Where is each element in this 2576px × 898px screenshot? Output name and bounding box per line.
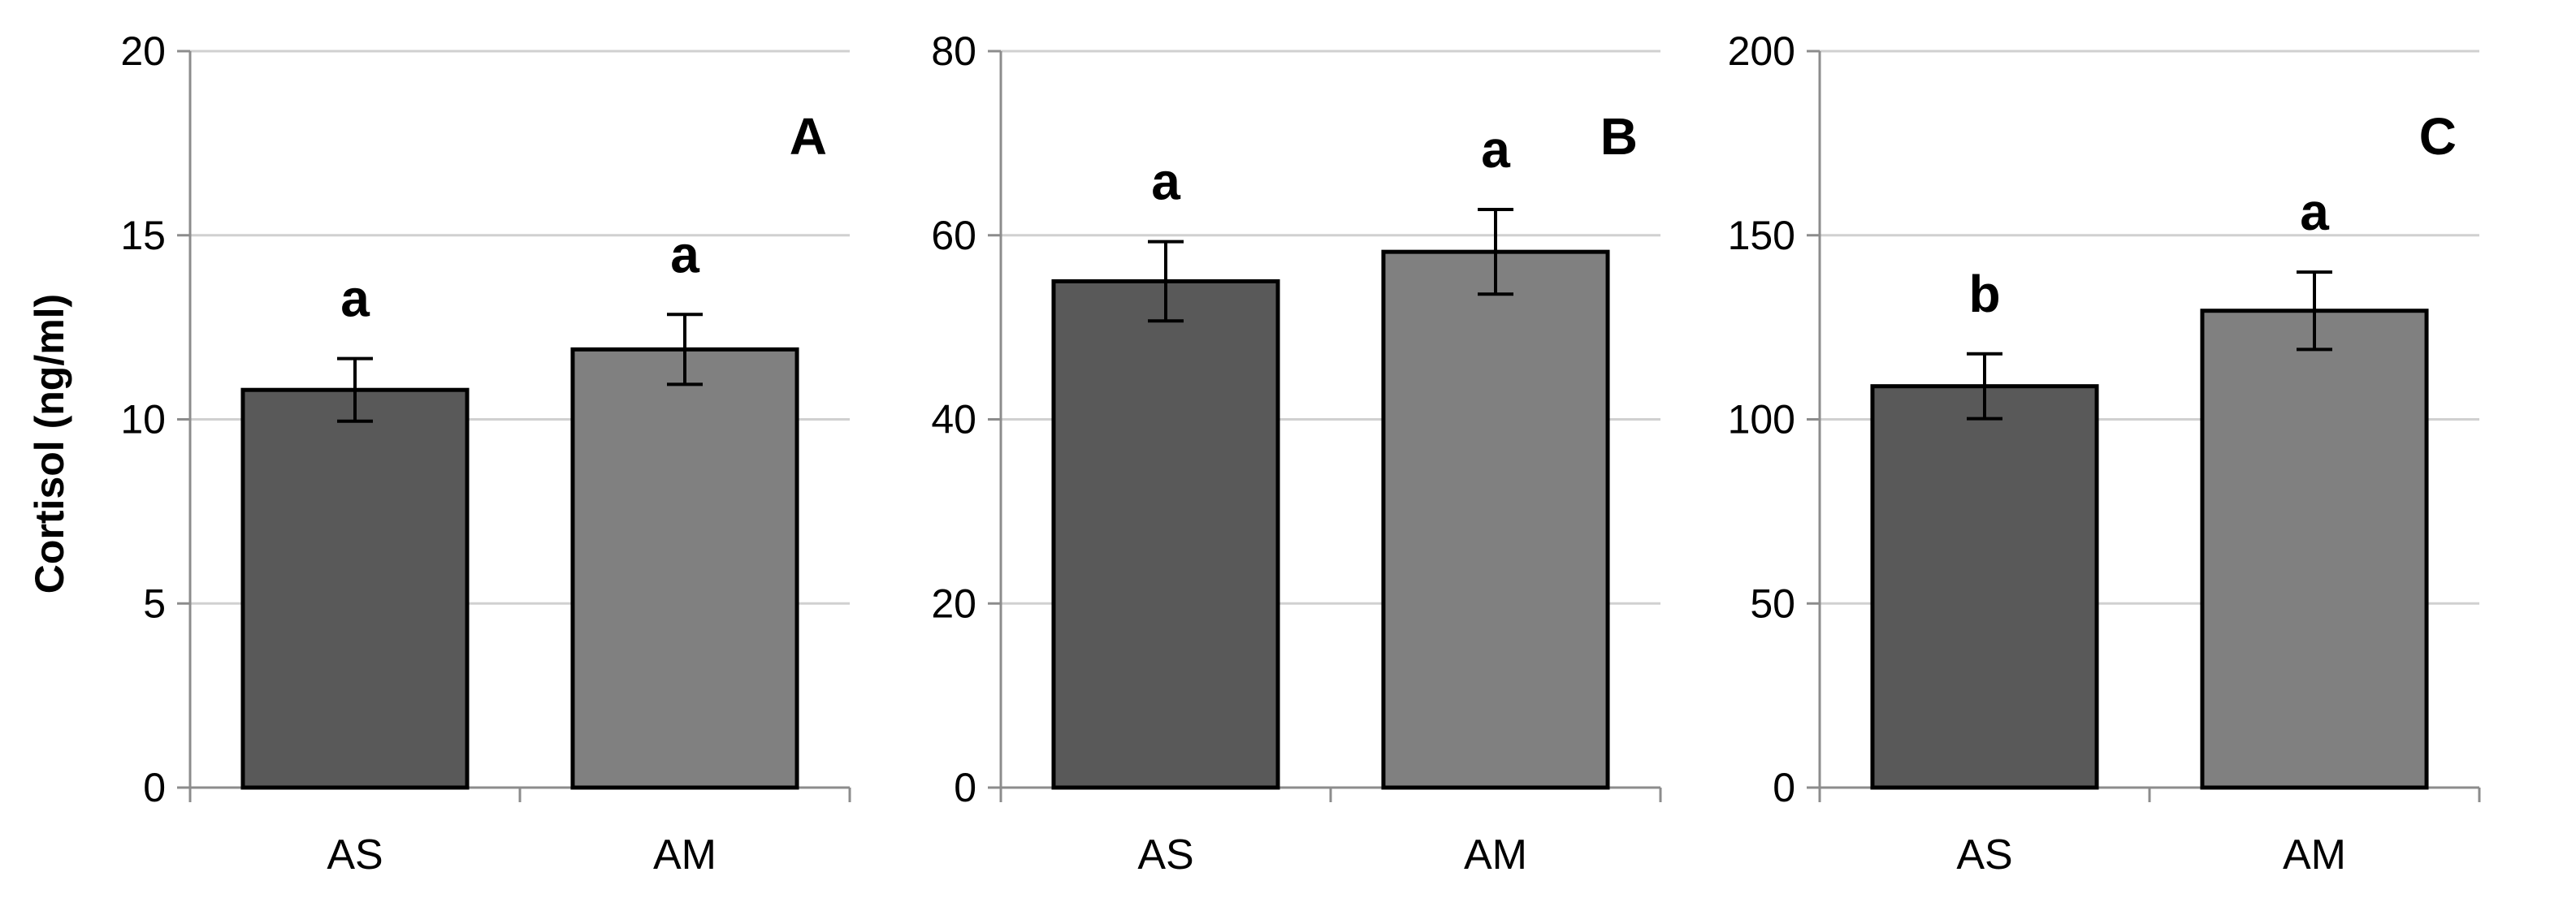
x-category-label: AS (327, 831, 383, 879)
y-tick-label: 5 (143, 581, 166, 626)
panel-label: C (2419, 107, 2457, 166)
y-axis-label: Cortisol (ng/ml) (27, 294, 72, 594)
y-tick-label: 50 (1750, 581, 1795, 626)
y-tick-label: 20 (931, 581, 976, 626)
error-bar (337, 356, 373, 423)
bar-am (1381, 249, 1610, 790)
x-category-label: AM (2283, 831, 2346, 879)
significance-label: a (1481, 120, 1510, 179)
significance-label: a (1151, 153, 1180, 211)
bar-as (1870, 384, 2099, 790)
y-tick-label: 80 (931, 28, 976, 74)
y-tick-label: 20 (120, 28, 166, 74)
bar-as (240, 387, 470, 790)
significance-label: a (340, 270, 370, 328)
x-category-label: AM (1464, 831, 1527, 879)
y-tick-label: 150 (1728, 213, 1795, 258)
panel-label: B (1600, 107, 1638, 166)
error-bar (1148, 240, 1184, 323)
error-bar (1967, 352, 2002, 421)
bar-as (1051, 278, 1280, 790)
y-tick-label: 0 (143, 765, 166, 810)
chart-panel-a: 0 5 10 15 20 a AS a AM A Cortisol (ng/ml) (27, 28, 851, 879)
significance-label: a (670, 225, 699, 283)
x-category-label: AM (653, 831, 717, 879)
y-tick-label: 40 (931, 397, 976, 443)
significance-label: a (2300, 183, 2329, 241)
bar-am (2200, 309, 2429, 790)
chart-panel-b: 0 20 40 60 80 a AS a AM B (931, 28, 1662, 879)
error-bar (1478, 208, 1513, 296)
panel-label: A (790, 107, 827, 166)
y-tick-label: 200 (1728, 28, 1795, 74)
y-tick-label: 15 (120, 213, 166, 258)
x-category-label: AS (1956, 831, 2012, 879)
y-tick-label: 10 (120, 397, 166, 443)
y-tick-label: 100 (1728, 397, 1795, 443)
y-tick-label: 0 (1773, 765, 1795, 810)
error-bar (2297, 270, 2332, 352)
x-category-label: AS (1137, 831, 1193, 879)
error-bar (667, 313, 703, 386)
significance-label: b (1968, 265, 2000, 323)
chart-panel-c: 0 50 100 150 200 b AS a AM C (1728, 28, 2481, 879)
bar-am (570, 347, 799, 790)
y-tick-label: 60 (931, 213, 976, 258)
y-tick-label: 0 (954, 765, 976, 810)
